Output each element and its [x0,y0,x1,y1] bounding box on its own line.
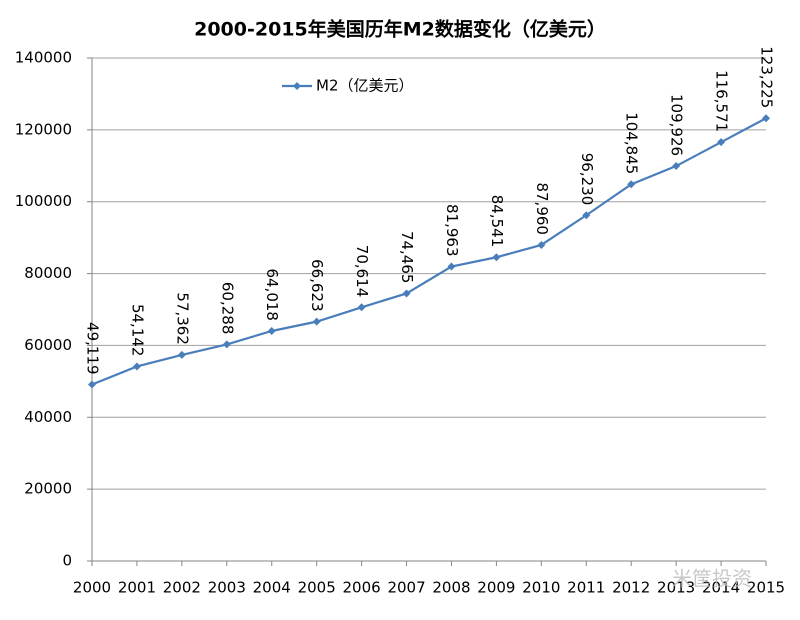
data-label: 54,142 [128,304,146,357]
marker [357,303,366,312]
marker [222,340,231,349]
x-tick-label: 2011 [567,579,605,597]
y-tick-label: 60000 [24,336,72,354]
line [91,117,767,386]
x-tick-label: 2009 [477,579,515,597]
x-tick-label: 2002 [163,579,201,597]
data-label: 74,465 [398,231,416,284]
x-tick-label: 2005 [298,579,336,597]
data-label: 70,614 [353,245,371,298]
x-tick-label: 2015 [747,579,785,597]
marker [762,114,770,123]
data-label: 123,225 [758,46,776,108]
marker [717,138,726,147]
data-label: 49,119 [84,322,102,375]
chart-title: 2000-2015年美国历年M2数据变化（亿美元） [194,18,606,41]
x-tick-label: 2012 [612,579,650,597]
x-tick-label: 2001 [118,579,156,597]
watermark: 米筐投资 [672,567,752,591]
marker [447,262,456,271]
legend-marker [293,82,301,90]
data-label: 84,541 [488,195,506,248]
marker [312,317,321,326]
x-tick-label: 2013 [657,579,695,597]
y-tick-label: 140000 [15,49,72,67]
x-tick-label: 2004 [253,579,291,597]
y-tick-label: 40000 [24,408,72,426]
x-tick-label: 2007 [387,579,425,597]
data-label: 57,362 [173,292,191,345]
data-label: 87,960 [533,182,551,235]
x-tick-label: 2014 [702,579,740,597]
marker [492,253,501,262]
marker [582,211,591,220]
x-tick-label: 2006 [343,579,381,597]
marker [627,180,636,189]
marker [537,240,546,249]
marker [402,289,411,298]
marker [132,362,141,371]
x-tick-label: 2000 [73,579,111,597]
marker [88,380,96,389]
y-tick-label: 80000 [24,264,72,282]
marker [267,326,276,335]
data-label: 81,963 [443,204,461,257]
data-label: 64,018 [263,268,281,321]
y-tick-label: 120000 [15,120,72,138]
x-tick-label: 2008 [432,579,470,597]
x-tick-label: 2010 [522,579,560,597]
legend-label: M2（亿美元） [316,77,414,95]
y-tick-label: 100000 [15,192,72,210]
y-tick-label: 0 [62,552,72,570]
marker [672,162,681,171]
data-label: 60,288 [218,282,236,335]
data-label: 116,571 [713,70,731,132]
data-label: 96,230 [578,153,596,206]
data-label: 66,623 [308,259,326,312]
marker [177,350,186,359]
data-label: 109,926 [668,94,686,156]
data-label: 104,845 [623,112,641,174]
x-tick-label: 2003 [208,579,246,597]
y-tick-label: 20000 [24,480,72,498]
